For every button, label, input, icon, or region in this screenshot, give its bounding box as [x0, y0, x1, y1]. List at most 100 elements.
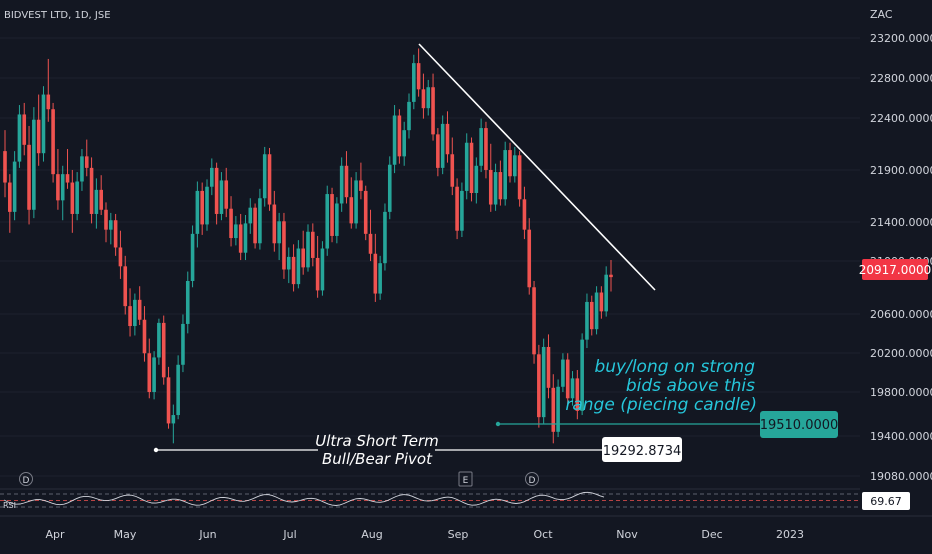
candle-body — [128, 306, 132, 327]
candle — [176, 355, 180, 420]
candle-body — [594, 292, 599, 330]
candle-body — [580, 339, 584, 411]
candle — [214, 162, 219, 225]
candle-body — [219, 180, 224, 214]
candle-body — [354, 180, 358, 224]
event-marker-label: D — [23, 476, 30, 486]
candle — [570, 371, 575, 406]
candle-body — [570, 378, 575, 399]
candle-body — [296, 248, 301, 285]
candle — [306, 224, 310, 272]
candle — [147, 338, 152, 399]
candle-body — [565, 359, 570, 399]
candle — [517, 151, 522, 207]
time-tick-label: Jun — [198, 528, 216, 541]
candle — [455, 178, 459, 240]
candle — [51, 102, 55, 183]
buy-note-line: range (piecing candle) — [565, 395, 757, 415]
candle — [575, 370, 580, 420]
candle — [426, 79, 431, 116]
rsi-label: RSI — [3, 501, 16, 510]
candle — [243, 215, 248, 261]
event-marker-earnings[interactable]: E — [458, 471, 473, 487]
candle — [181, 314, 185, 373]
rsi-value-box — [862, 492, 910, 510]
candle — [210, 158, 214, 196]
event-marker-dividend[interactable]: D — [19, 472, 33, 487]
candle-body — [440, 123, 445, 168]
candle — [373, 233, 378, 302]
candle — [609, 260, 613, 292]
candle-body — [450, 154, 455, 187]
candle — [195, 181, 200, 248]
candle-body — [234, 224, 238, 239]
candle — [464, 133, 469, 200]
candle — [565, 353, 570, 406]
candle — [363, 185, 368, 241]
candle-body — [431, 87, 435, 135]
candle — [359, 162, 363, 200]
candle — [493, 163, 498, 211]
candle — [41, 86, 46, 162]
candle-body — [368, 233, 373, 254]
candle-body — [80, 156, 84, 182]
candle-body — [267, 154, 272, 205]
support-line-anchor[interactable] — [495, 421, 501, 427]
candle-body — [407, 101, 411, 131]
candle — [421, 73, 426, 119]
candle-body — [133, 299, 137, 327]
time-tick-label: Sep — [448, 528, 469, 541]
candle-body — [609, 274, 613, 278]
candle — [99, 175, 103, 216]
candle — [272, 190, 277, 252]
candle-body — [387, 164, 392, 212]
candle — [585, 293, 589, 349]
candle-body — [426, 87, 431, 109]
trendline[interactable] — [418, 43, 656, 291]
candle — [315, 235, 320, 298]
candle — [200, 182, 204, 235]
candle — [527, 218, 532, 295]
candle — [12, 151, 17, 221]
candle-body — [84, 156, 89, 168]
candle — [65, 149, 70, 189]
candle-body — [306, 231, 310, 268]
event-marker-dividend[interactable]: D — [525, 472, 539, 487]
pivot-line-anchor[interactable] — [153, 447, 159, 453]
candle-body — [147, 353, 152, 393]
candle — [137, 286, 142, 325]
candle — [113, 213, 118, 256]
candle-body — [359, 180, 363, 191]
candle-body — [344, 165, 349, 198]
candle-body — [455, 186, 459, 231]
candle-body — [315, 257, 320, 291]
candle-body — [36, 119, 41, 154]
candle-body — [238, 224, 243, 253]
candle-body — [70, 182, 75, 214]
time-tick-label: Apr — [45, 528, 65, 541]
candle — [70, 169, 75, 233]
price-tick-label: 21400.0000 — [870, 216, 932, 229]
candle-body — [282, 221, 286, 270]
candle-body — [248, 207, 253, 224]
candle — [142, 306, 147, 362]
candle-body — [412, 63, 416, 102]
candle — [123, 255, 128, 315]
candle-body — [541, 346, 546, 418]
candle-body — [277, 221, 281, 244]
candle — [36, 94, 41, 166]
candle — [392, 105, 397, 174]
candle-body — [363, 190, 368, 234]
candle — [84, 139, 89, 177]
candle — [368, 209, 373, 262]
candle-body — [8, 182, 12, 212]
time-axis[interactable]: Apr May Jun Jul Aug Sep Oct Nov Dec 2023 — [45, 528, 804, 541]
candle — [551, 374, 556, 444]
candle-body — [46, 94, 51, 110]
candle — [546, 334, 551, 399]
candle-body — [291, 256, 296, 285]
candle — [594, 286, 599, 335]
candle — [296, 240, 301, 289]
candle-body — [421, 89, 426, 109]
